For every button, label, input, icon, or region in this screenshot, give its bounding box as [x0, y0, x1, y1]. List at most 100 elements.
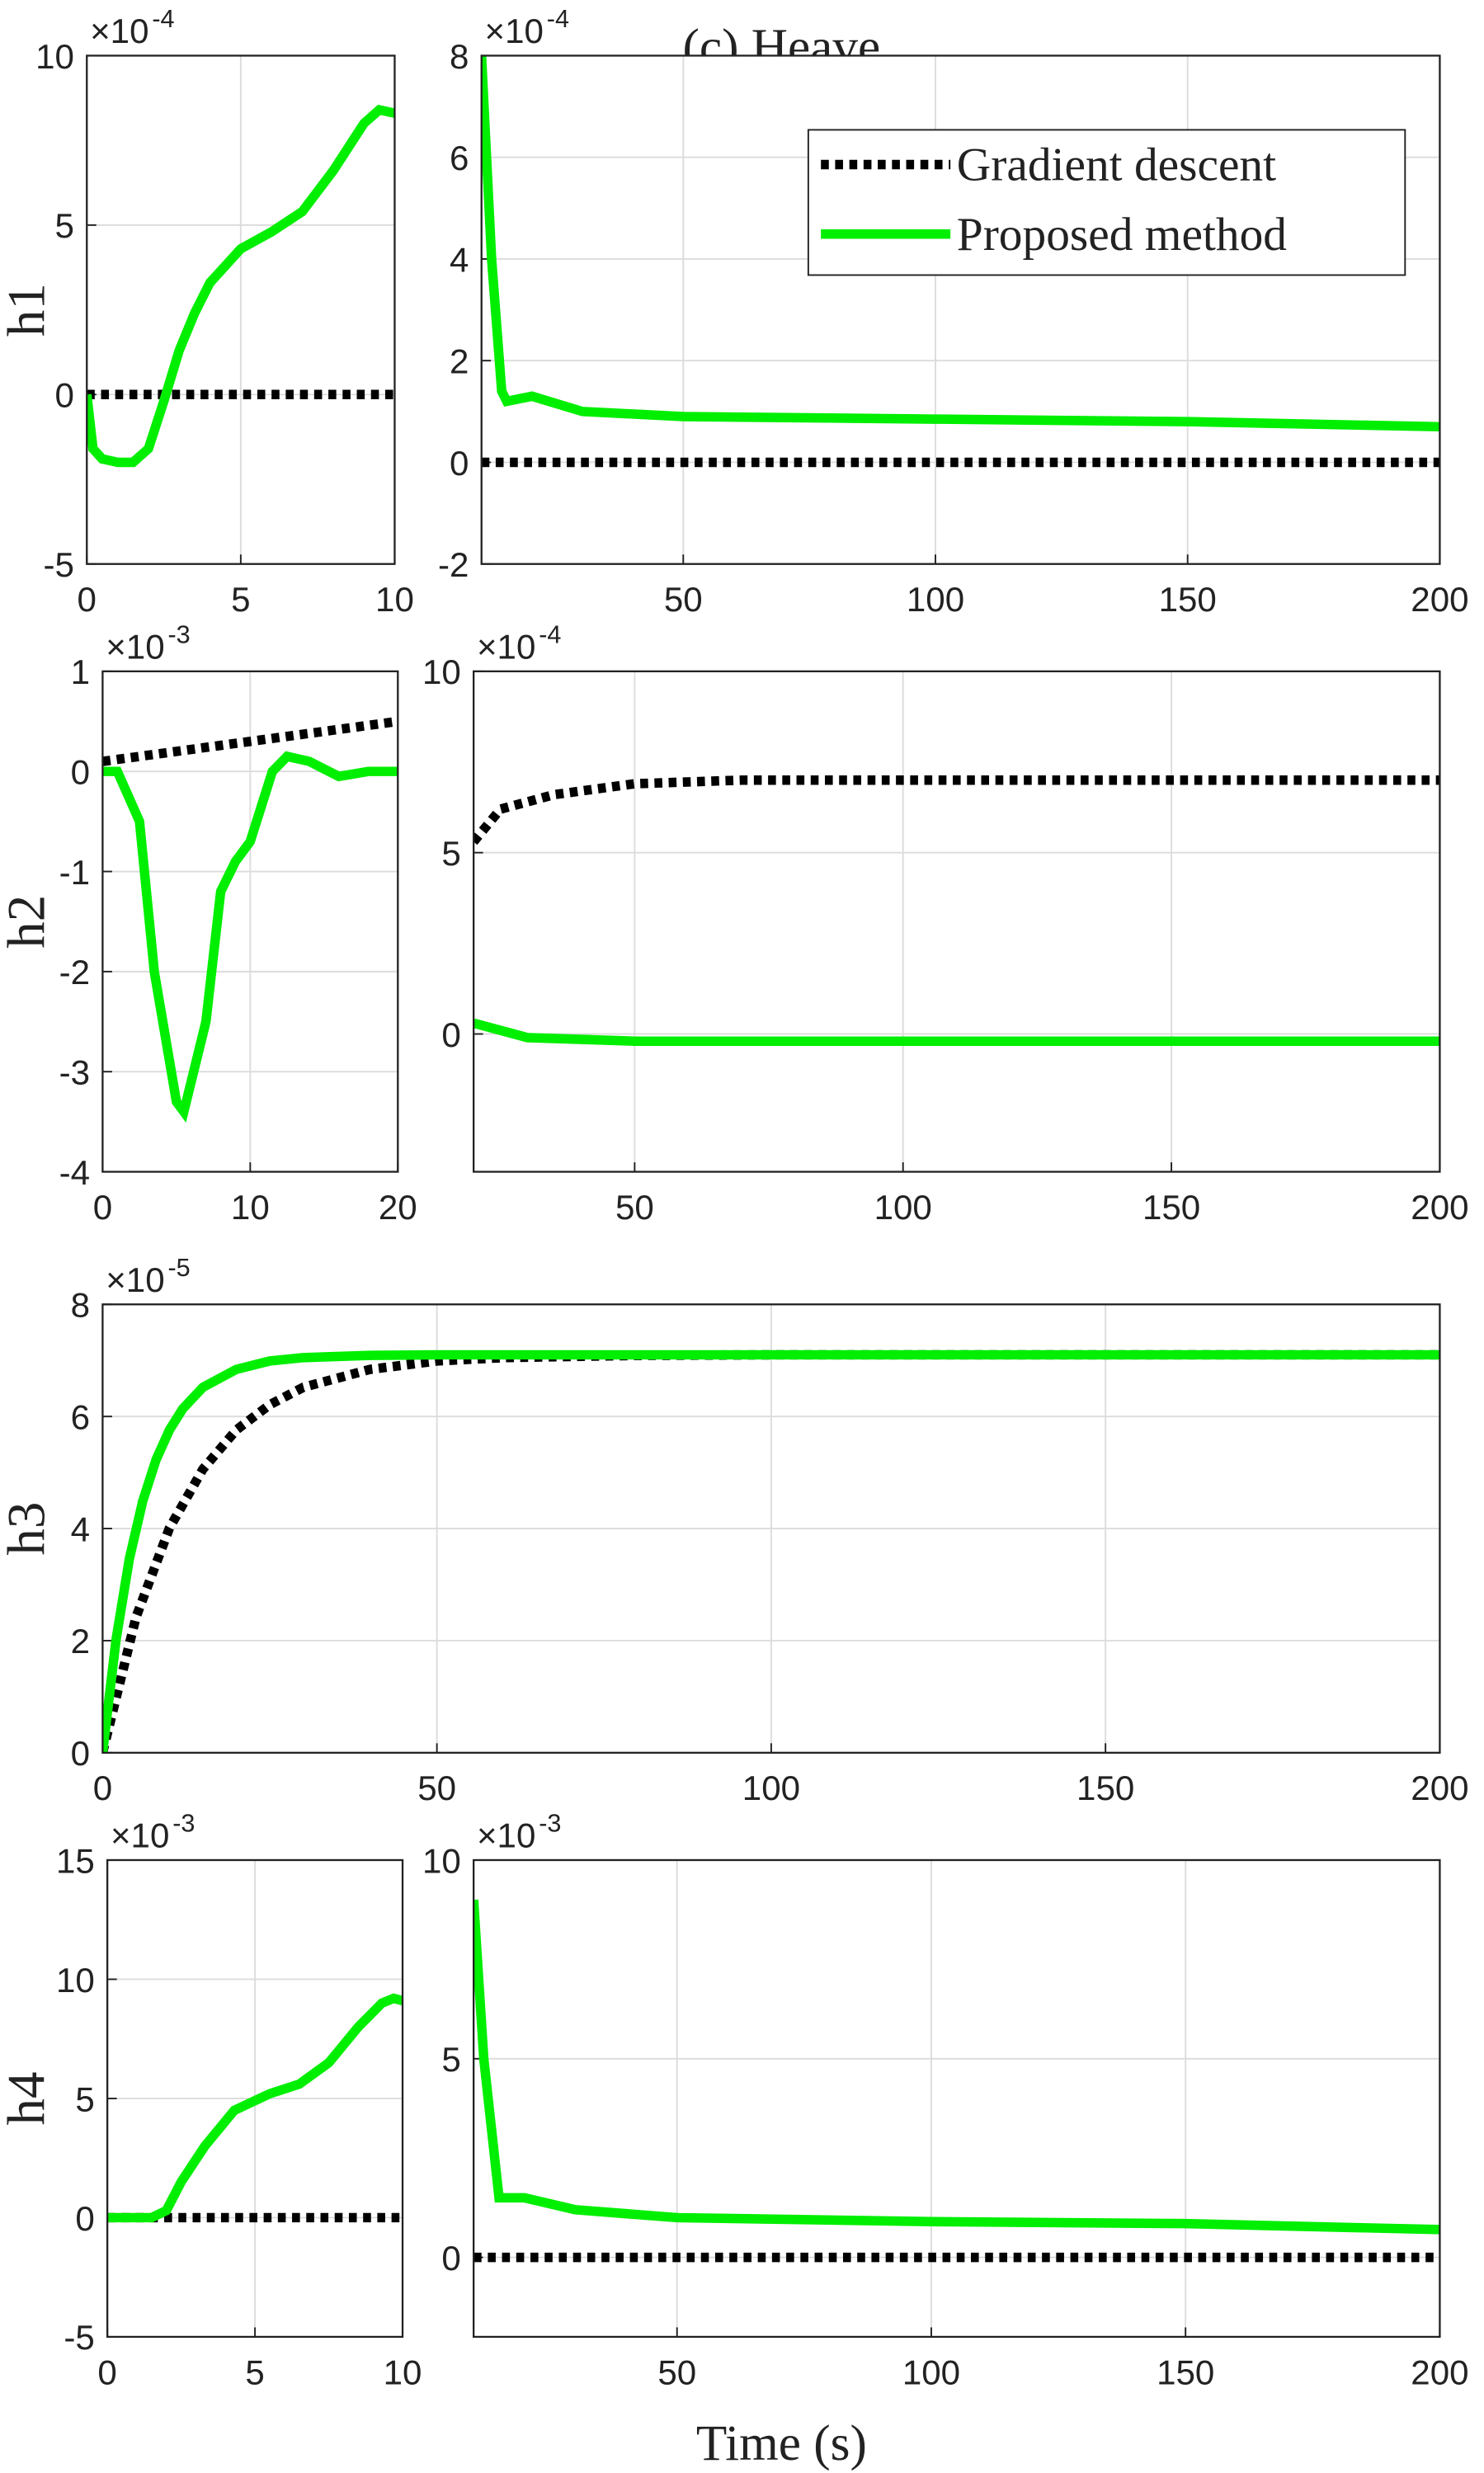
panel: 0 5 10 50 100 150 200 ×10 -3	[422, 1810, 1469, 2392]
x-tick-label: 0	[93, 1769, 112, 1807]
x-tick-label: 5	[231, 580, 250, 619]
y-multiplier: ×10	[111, 1816, 169, 1855]
x-tick-label: 100	[742, 1769, 800, 1807]
y-exponent: -3	[539, 1810, 561, 1838]
x-tick-label: 10	[231, 1188, 270, 1227]
y-tick-label: 6	[450, 139, 469, 177]
y-tick-label: 5	[55, 206, 74, 245]
x-tick-label: 150	[1142, 1188, 1200, 1227]
series-group	[102, 1350, 1440, 1753]
legend-box	[807, 129, 1406, 276]
y-tick-label: 4	[450, 240, 469, 279]
x-tick-label: 200	[1411, 1769, 1468, 1807]
x-tick-label: 50	[417, 1769, 456, 1807]
y-multiplier: ×10	[477, 1816, 535, 1855]
data-line	[473, 1018, 1440, 1047]
x-tick-label: 150	[1159, 580, 1217, 619]
series-group	[87, 104, 395, 468]
y-tick-label: 0	[441, 1015, 460, 1054]
legend-label: Gradient descent	[957, 139, 1276, 191]
x-tick-label: 0	[97, 2353, 116, 2391]
y-multiplier: ×10	[477, 628, 535, 667]
y-tick-label: 0	[71, 1734, 90, 1773]
y-tick-label: -5	[64, 2318, 94, 2357]
x-tick-label: 5	[245, 2353, 264, 2391]
y-tick-label: -1	[59, 853, 90, 892]
axes-box	[101, 670, 399, 1173]
y-tick-label: 2	[71, 1622, 90, 1660]
x-tick-label: 100	[907, 580, 964, 619]
y-axis-label: h3	[0, 1502, 57, 1556]
data-line	[473, 775, 1440, 846]
x-tick-label: 10	[375, 580, 414, 619]
y-tick-label: 8	[450, 37, 469, 76]
x-tick-label: 200	[1411, 2353, 1468, 2391]
panel: -2 0 2 4 6 8 50 100 150 200 ×10 -4 Gradient descent P…	[438, 5, 1469, 619]
y-tick-label: 0	[71, 752, 90, 791]
y-exponent: -5	[167, 1254, 190, 1282]
y-tick-label: 1	[71, 652, 90, 691]
plot-area	[473, 671, 1440, 1172]
x-tick-label: 20	[379, 1188, 417, 1227]
panel: 0 2 4 6 8 0 50 100 150 200 ×10 -5 h3	[0, 1254, 1469, 1807]
y-axis-label: h2	[0, 895, 57, 949]
x-tick-label: 10	[384, 2353, 422, 2391]
data-line	[102, 751, 398, 1123]
y-multiplier: ×10	[106, 628, 164, 667]
y-tick-label: 5	[75, 2080, 94, 2118]
y-tick-label: 10	[422, 652, 461, 691]
y-tick-label: -5	[44, 545, 74, 584]
y-exponent: -4	[152, 5, 174, 33]
axes-box	[473, 1858, 1441, 2339]
x-axis-label: Time (s)	[696, 2415, 867, 2471]
y-multiplier: ×10	[106, 1260, 164, 1299]
axes-box	[480, 54, 1441, 565]
y-exponent: -4	[539, 620, 561, 648]
y-tick-label: 0	[450, 444, 469, 483]
y-tick-label: -3	[59, 1053, 90, 1092]
x-tick-label: 0	[93, 1188, 112, 1227]
y-tick-label: 5	[441, 2040, 460, 2079]
y-tick-label: 2	[450, 342, 469, 381]
data-line	[107, 1993, 403, 2223]
y-exponent: -3	[167, 620, 190, 648]
series-group	[107, 1993, 403, 2223]
y-tick-label: 0	[441, 2239, 460, 2278]
y-tick-label: 10	[422, 1841, 461, 1880]
y-tick-label: 6	[71, 1397, 90, 1436]
y-tick-label: 8	[71, 1286, 90, 1325]
axes-box	[86, 54, 396, 565]
x-tick-label: 100	[902, 2353, 960, 2391]
x-tick-label: 150	[1157, 2353, 1214, 2391]
y-tick-label: 10	[35, 37, 74, 76]
series-group	[481, 55, 1440, 468]
y-exponent: -3	[172, 1810, 195, 1838]
axes-box	[106, 1858, 404, 2339]
legend-label: Proposed method	[957, 209, 1287, 261]
series-group	[473, 1899, 1440, 2263]
panel: 0 5 10 50 100 150 200 ×10 -4	[422, 620, 1469, 1227]
y-multiplier: ×10	[90, 12, 148, 50]
x-tick-label: 50	[657, 2353, 696, 2391]
data-line	[473, 1899, 1440, 2235]
x-tick-label: 50	[664, 580, 703, 619]
data-line	[102, 716, 398, 766]
y-tick-label: 15	[56, 1841, 95, 1880]
y-multiplier: ×10	[485, 12, 544, 50]
data-line	[481, 55, 1440, 432]
y-tick-label: 5	[441, 834, 460, 873]
y-tick-label: 10	[56, 1961, 95, 2000]
x-tick-label: 150	[1076, 1769, 1134, 1807]
x-tick-label: 200	[1411, 1188, 1468, 1227]
x-tick-label: 100	[874, 1188, 932, 1227]
x-tick-label: 200	[1411, 580, 1468, 619]
y-tick-label: -2	[59, 953, 90, 992]
series-group	[473, 775, 1440, 1047]
plot-area	[473, 1859, 1440, 2337]
y-axis-label: h4	[0, 2071, 57, 2125]
